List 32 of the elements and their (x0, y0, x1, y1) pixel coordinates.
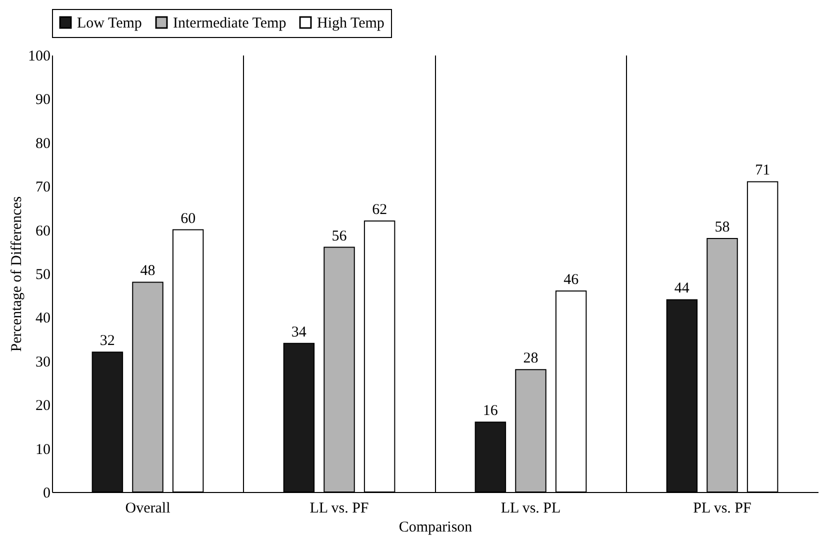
y-tick-label: 70 (36, 180, 50, 196)
data-label: 58 (714, 220, 730, 236)
y-tick-label: 30 (36, 354, 50, 370)
y-tick-label: 100 (28, 48, 50, 64)
legend-label: Intermediate Temp (173, 16, 286, 32)
data-label: 44 (674, 280, 690, 297)
y-tick-label: 20 (36, 398, 50, 414)
data-label: 62 (372, 202, 388, 218)
data-label: 56 (332, 228, 348, 244)
data-label: 71 (755, 162, 770, 179)
data-label: 32 (100, 333, 115, 350)
x-axis-title: Comparison (398, 520, 473, 536)
data-label: 48 (140, 263, 156, 280)
y-tick-label: 0 (43, 486, 50, 502)
data-label: 16 (482, 403, 498, 420)
y-tick-label: 80 (36, 136, 50, 152)
x-tick-label: LL vs. PF (310, 500, 369, 516)
x-tick-label: LL vs. PL (500, 500, 561, 516)
data-label: 46 (564, 272, 580, 288)
y-tick-label: 10 (36, 442, 50, 458)
legend-label: Low Temp (77, 16, 142, 32)
data-label: 60 (180, 210, 196, 227)
y-tick-label: 40 (36, 310, 50, 327)
y-tick-label: 60 (36, 223, 50, 240)
x-tick-label: PL vs. PF (693, 500, 752, 516)
y-axis-title: Percentage of Differences (9, 196, 25, 352)
data-label: 34 (291, 324, 307, 340)
data-label: 28 (523, 350, 538, 367)
legend-label: High Temp (317, 16, 384, 32)
x-tick-label: Overall (125, 500, 170, 516)
y-tick-label: 50 (36, 267, 50, 283)
y-tick-label: 90 (36, 92, 50, 108)
